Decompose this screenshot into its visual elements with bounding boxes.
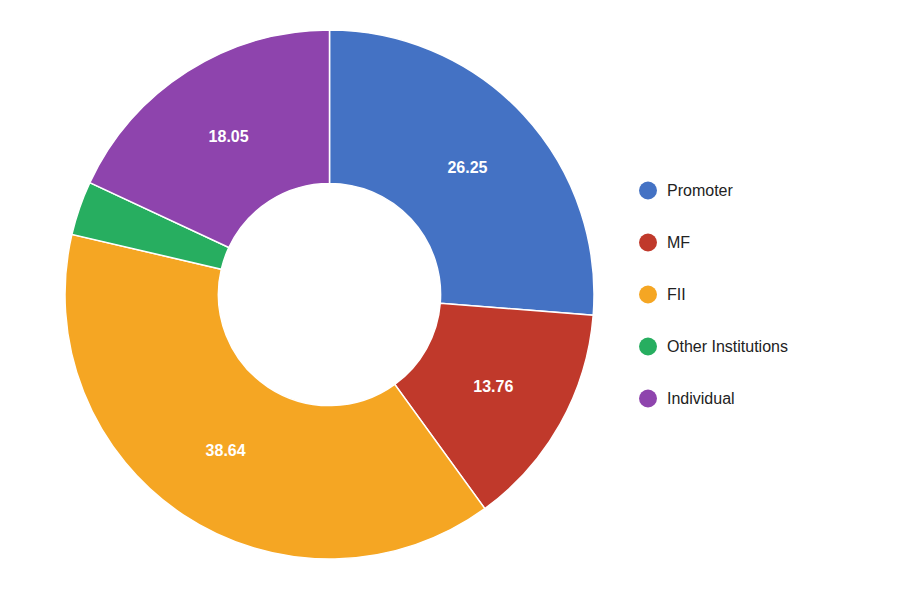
legend-item: FII	[639, 286, 686, 304]
legend-item: Individual	[639, 390, 735, 408]
data-label: 26.25	[447, 159, 487, 176]
legend-swatch	[639, 338, 657, 356]
data-label: 18.05	[209, 128, 249, 145]
legend: Promoter MF FII Other Institutions Individua…	[639, 182, 788, 408]
legend-item: MF	[639, 234, 690, 252]
slice	[90, 30, 330, 248]
legend-swatch	[639, 182, 657, 200]
slice	[65, 234, 485, 559]
legend-swatch	[639, 390, 657, 408]
data-labels: 26.25 13.76 38.64 18.05	[206, 128, 514, 460]
legend-label: Other Institutions	[667, 338, 788, 355]
legend-item: Other Institutions	[639, 338, 788, 356]
legend-label: FII	[667, 286, 686, 303]
legend-swatch	[639, 234, 657, 252]
legend-label: MF	[667, 234, 690, 251]
legend-label: Individual	[667, 390, 735, 407]
data-label: 38.64	[206, 442, 246, 459]
data-label: 13.76	[473, 378, 513, 395]
legend-label: Promoter	[667, 182, 733, 199]
legend-swatch	[639, 286, 657, 304]
pie-group	[65, 30, 594, 559]
slice	[330, 30, 595, 315]
chart-svg: 26.25 13.76 38.64 18.05 Promoter MF FII Other I…	[0, 0, 919, 589]
legend-item: Promoter	[639, 182, 733, 200]
